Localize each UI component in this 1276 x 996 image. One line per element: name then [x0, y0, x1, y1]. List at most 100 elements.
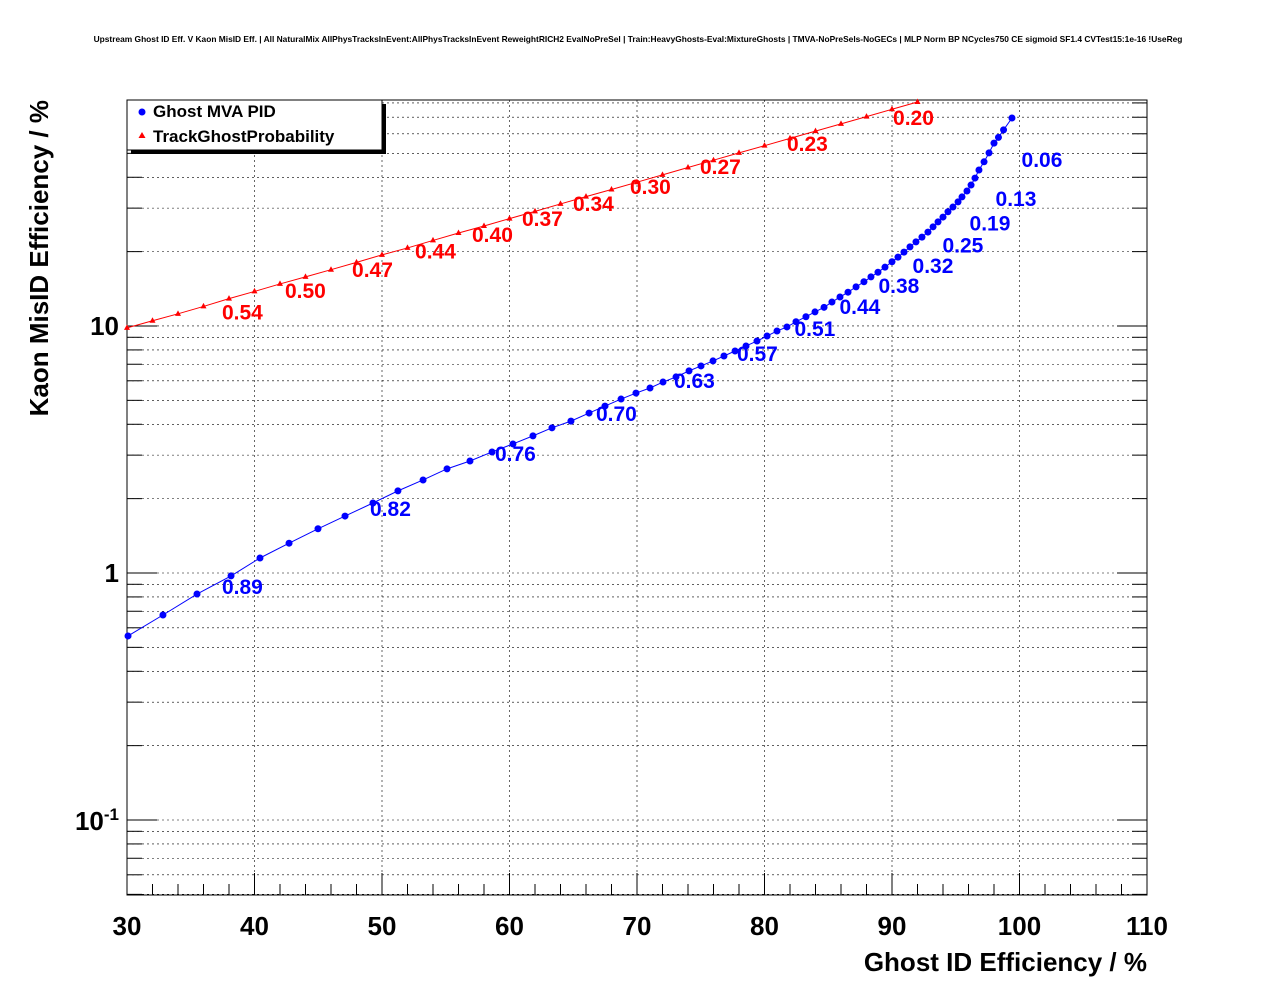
data-point: [888, 258, 896, 266]
data-point: [753, 337, 761, 345]
data-point: [838, 120, 844, 126]
data-point: [353, 258, 360, 265]
data-label: 0.23: [787, 133, 828, 156]
data-point: [918, 233, 926, 241]
data-point: [149, 317, 156, 323]
data-point: [532, 207, 538, 214]
data-point: [894, 253, 902, 261]
data-point: [773, 327, 781, 335]
data-point: [812, 127, 819, 134]
y-tick-exponent: -1: [104, 805, 119, 824]
data-label: 0.76: [495, 443, 536, 466]
data-point: [906, 243, 914, 251]
data-point: [659, 171, 666, 177]
data-point: [277, 280, 283, 286]
data-point: [226, 295, 232, 301]
data-point: [949, 203, 957, 211]
data-label: 0.82: [370, 498, 411, 521]
data-point: [1008, 114, 1016, 122]
data-point: [685, 367, 693, 375]
data-label: 0.34: [573, 193, 614, 216]
y-tick-label: 1: [105, 558, 119, 588]
data-point: [697, 362, 705, 370]
data-point: [548, 424, 556, 432]
data-point: [659, 378, 667, 386]
data-point: [430, 236, 436, 243]
data-point: [1000, 126, 1008, 134]
data-point: [820, 303, 828, 311]
data-point: [672, 373, 680, 381]
data-point: [608, 185, 615, 192]
data-point: [889, 105, 895, 112]
data-label: 0.06: [1022, 149, 1063, 172]
data-label: 0.30: [630, 176, 671, 199]
legend-marker-ghost-mva: [138, 108, 146, 116]
x-tick-label: 60: [495, 911, 524, 941]
data-label: 0.51: [794, 318, 835, 341]
data-point: [963, 187, 971, 195]
data-point: [802, 313, 810, 321]
data-point: [506, 215, 513, 221]
data-point: [369, 499, 377, 507]
data-point: [836, 293, 844, 301]
x-tick-label: 90: [878, 911, 907, 941]
x-axis-label: Ghost ID Efficiency / %: [864, 947, 1147, 977]
legend-label-track-ghost-prob: TrackGhostProbability: [153, 127, 335, 146]
grid: [126, 100, 1148, 895]
data-point: [994, 133, 1002, 141]
data-point: [488, 448, 496, 456]
data-point: [860, 278, 868, 286]
y-tick-base: 10: [75, 806, 104, 836]
data-point: [863, 113, 870, 119]
data-point: [159, 611, 167, 619]
data-point: [934, 218, 942, 226]
data-point: [967, 181, 975, 189]
x-tick-label: 50: [368, 911, 397, 941]
data-label: 0.70: [596, 403, 637, 426]
y-tick-label: 10: [90, 311, 119, 341]
data-point: [193, 590, 201, 598]
data-point: [787, 134, 793, 141]
data-point: [924, 228, 932, 236]
data-point: [939, 213, 947, 221]
data-point: [585, 409, 593, 417]
data-point: [328, 266, 334, 272]
series-line: [126, 101, 918, 329]
data-label: 0.37: [522, 208, 563, 231]
data-point: [874, 268, 882, 276]
data-point: [971, 174, 979, 182]
y-tick-label: 10-1: [75, 805, 119, 836]
data-point: [975, 166, 983, 174]
data-label: 0.44: [415, 240, 456, 263]
data-point: [852, 283, 860, 291]
data-point: [914, 98, 921, 104]
legend-label-ghost-mva: Ghost MVA PID: [153, 102, 276, 121]
x-tick-label: 80: [750, 911, 779, 941]
data-point: [944, 208, 952, 216]
data-point: [251, 287, 258, 294]
data-point: [811, 308, 819, 316]
x-tick-label: 40: [240, 911, 269, 941]
series-track-ghost-probability: 0.54 0.50 0.47 0.44 0.40 0.37 0.34 0.30 0.27 0.23…: [124, 98, 934, 330]
data-point: [285, 539, 293, 547]
series-ghost-mva-pid: 0.890.820.760.700.630.570.510.440.380.32…: [124, 114, 1063, 640]
data-point: [958, 193, 966, 201]
data-point: [124, 632, 132, 640]
data-point: [792, 318, 800, 326]
legend: Ghost MVA PID TrackGhostProbability: [126, 99, 386, 154]
data-label: 0.40: [472, 224, 513, 247]
data-point: [124, 324, 130, 330]
data-label: 0.89: [222, 576, 263, 599]
data-point: [867, 273, 875, 281]
data-point: [900, 248, 908, 256]
x-tick-label: 70: [623, 911, 652, 941]
data-point: [466, 457, 474, 465]
data-point: [742, 342, 750, 350]
data-label: 0.63: [674, 370, 715, 393]
x-tick-label: 110: [1126, 911, 1168, 941]
data-point: [394, 487, 402, 495]
x-tick-label: 100: [998, 911, 1041, 941]
data-point: [302, 273, 309, 279]
data-label: 0.57: [737, 343, 778, 366]
